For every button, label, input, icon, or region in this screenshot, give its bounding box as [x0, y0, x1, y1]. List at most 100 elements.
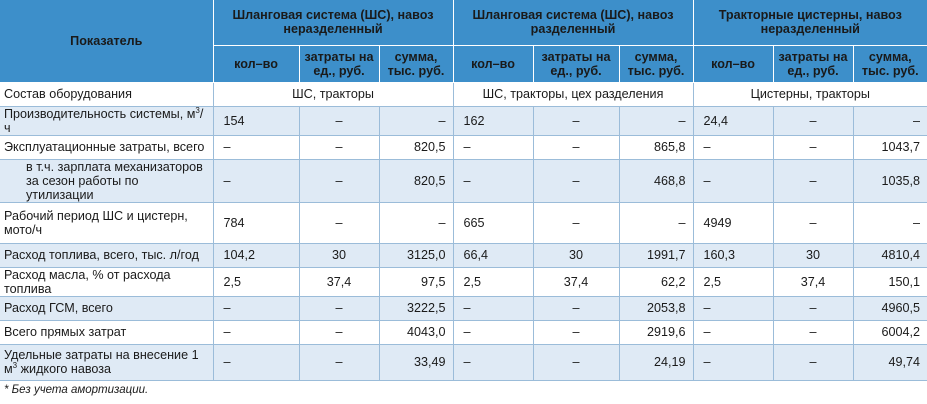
cell-value: – — [533, 106, 620, 136]
cell-value: – — [693, 296, 774, 321]
cell-value: 30 — [299, 243, 380, 268]
cell-value: – — [533, 202, 620, 244]
cell-value: – — [853, 106, 927, 136]
cell-value: – — [693, 159, 774, 203]
header-sum: сумма, тыс. руб. — [853, 45, 927, 83]
cell-value: 4960,5 — [853, 296, 927, 321]
header-sum: сумма, тыс. руб. — [379, 45, 454, 83]
cell-value: – — [533, 296, 620, 321]
cell-value: 665 — [453, 202, 534, 244]
cell-value: – — [773, 344, 854, 381]
cell-value: – — [453, 344, 534, 381]
cell-value: 820,5 — [379, 159, 454, 203]
row-label: Состав оборудования — [0, 82, 214, 107]
equipment-group-2: ШС, тракторы, цех разделения — [453, 82, 694, 107]
cell-value: 6004,2 — [853, 320, 927, 345]
cell-value: 2053,8 — [619, 296, 694, 321]
row-label: Расход масла, % от расхода топлива — [0, 267, 214, 297]
cell-value: – — [773, 159, 854, 203]
cost-comparison-table: Показатель Шланговая система (ШС), навоз… — [0, 0, 927, 381]
label-tail: /ч — [4, 106, 204, 135]
footnote: * Без учета амортизации. — [4, 384, 149, 396]
cell-value: 154 — [213, 106, 300, 136]
table-row-direct: Всего прямых затрат – –4043,0– –2919,6– –60… — [0, 320, 927, 345]
cell-value: 784 — [213, 202, 300, 244]
cell-value: 62,2 — [619, 267, 694, 297]
cell-value: 865,8 — [619, 135, 694, 160]
cell-value: – — [773, 296, 854, 321]
cell-value: – — [213, 135, 300, 160]
cell-value: 160,3 — [693, 243, 774, 268]
row-label: Всего прямых затрат — [0, 320, 214, 345]
cell-value: – — [453, 135, 534, 160]
cell-value: – — [533, 159, 620, 203]
cell-value: – — [299, 159, 380, 203]
row-label: Расход топлива, всего, тыс. л/год — [0, 243, 214, 268]
header-group-1: Шланговая система (ШС), навоз неразделен… — [213, 0, 454, 46]
cell-value: – — [379, 202, 454, 244]
cell-value: 66,4 — [453, 243, 534, 268]
table-row-equipment: Состав оборудования ШС, тракторы ШС, тра… — [0, 82, 927, 107]
header-qty: кол–во — [213, 45, 300, 83]
cell-value: 4043,0 — [379, 320, 454, 345]
cell-value: – — [299, 106, 380, 136]
cell-value: – — [299, 344, 380, 381]
header-qty: кол–во — [693, 45, 774, 83]
row-label: Эксплуатационные затраты, всего — [0, 135, 214, 160]
table-row-salary: в т.ч. зарплата механизаторов за сезон р… — [0, 159, 927, 203]
cell-value: – — [299, 202, 380, 244]
cell-value: 37,4 — [773, 267, 854, 297]
cell-value: – — [693, 135, 774, 160]
cell-value: – — [379, 106, 454, 136]
header-indicator: Показатель — [0, 0, 214, 83]
cell-value: 2,5 — [213, 267, 300, 297]
cell-value: 4810,4 — [853, 243, 927, 268]
cell-value: 24,19 — [619, 344, 694, 381]
cell-value: 30 — [773, 243, 854, 268]
cell-value: 820,5 — [379, 135, 454, 160]
table-row-specific: Удельные затраты на внесение 1 м3 жидког… — [0, 344, 927, 381]
cell-value: 37,4 — [533, 267, 620, 297]
header-unit-cost: затраты на ед., руб. — [773, 45, 854, 83]
cell-value: – — [693, 320, 774, 345]
cell-value: 162 — [453, 106, 534, 136]
cell-value: – — [213, 159, 300, 203]
cell-value: 468,8 — [619, 159, 694, 203]
label-tail: жидкого навоза — [17, 362, 112, 376]
cell-value: – — [773, 202, 854, 244]
cell-value: – — [853, 202, 927, 244]
header-sum: сумма, тыс. руб. — [619, 45, 694, 83]
cell-value: – — [773, 135, 854, 160]
cell-value: – — [453, 296, 534, 321]
cell-value: 2,5 — [453, 267, 534, 297]
label-text: Производительность системы, м — [4, 106, 196, 121]
cell-value: – — [619, 106, 694, 136]
label-superscript: 3 — [195, 106, 200, 115]
cell-value: 1043,7 — [853, 135, 927, 160]
cell-value: 1991,7 — [619, 243, 694, 268]
row-label: Расход ГСМ, всего — [0, 296, 214, 321]
cell-value: 1035,8 — [853, 159, 927, 203]
header-unit-cost: затраты на ед., руб. — [533, 45, 620, 83]
cell-value: – — [533, 320, 620, 345]
cell-value: 24,4 — [693, 106, 774, 136]
cell-value: – — [299, 296, 380, 321]
cell-value: 49,74 — [853, 344, 927, 381]
cell-value: 3222,5 — [379, 296, 454, 321]
cell-value: – — [299, 320, 380, 345]
cell-value: – — [533, 344, 620, 381]
cell-value: – — [693, 344, 774, 381]
table-row-productivity: Производительность системы, м3/ч 154– –16… — [0, 106, 927, 136]
cell-value: 2919,6 — [619, 320, 694, 345]
cell-value: – — [619, 202, 694, 244]
table-row-work-period: Рабочий период ШС и цистерн, мото/ч 784–… — [0, 202, 927, 244]
cell-value: – — [773, 320, 854, 345]
row-label: Рабочий период ШС и цистерн, мото/ч — [0, 202, 214, 244]
cell-value: – — [213, 296, 300, 321]
cell-value: 30 — [533, 243, 620, 268]
equipment-group-3: Цистерны, тракторы — [693, 82, 927, 107]
row-label: Удельные затраты на внесение 1 м3 жидког… — [0, 344, 214, 381]
header-group-2: Шланговая система (ШС), навоз разделенны… — [453, 0, 694, 46]
cell-value: – — [533, 135, 620, 160]
